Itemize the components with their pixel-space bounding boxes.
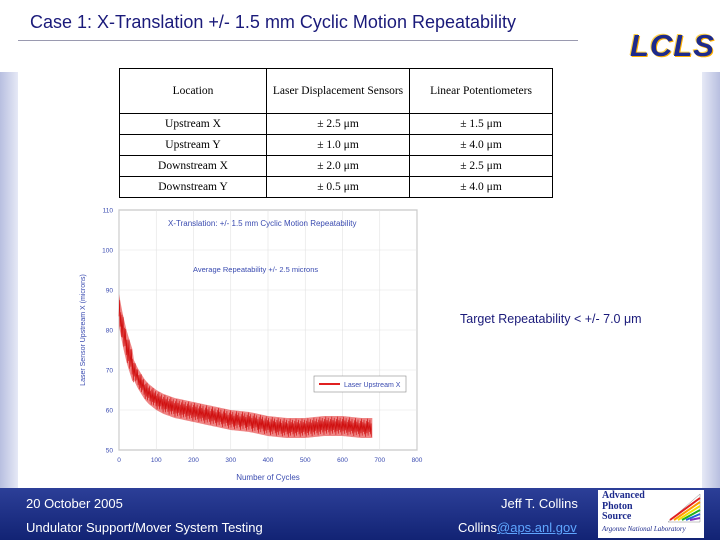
legend-box <box>313 375 407 393</box>
chart-title: X-Translation: +/- 1.5 mm Cyclic Motion … <box>168 219 356 228</box>
footer-author: Jeff T. Collins <box>501 496 578 511</box>
legend-entry: Laser Upstream X <box>344 382 401 389</box>
x-tick-label: 100 <box>151 457 162 464</box>
x-axis-ticks: 0 100 200 300 400 500 600 700 800 <box>117 457 423 464</box>
y-tick-label: 70 <box>106 368 114 375</box>
table-cell: Upstream Y <box>119 134 267 156</box>
table-cell: ± 2.5 μm <box>266 113 410 135</box>
footer-email[interactable]: Collins@aps.anl.gov <box>458 520 577 535</box>
footer-date: 20 October 2005 <box>26 496 123 511</box>
series-band-laser-upstream-x <box>119 294 373 438</box>
x-tick-label: 200 <box>188 457 199 464</box>
lcls-logo: LCLS <box>630 28 715 63</box>
aps-logo-text: Advanced Photon Source <box>602 490 645 523</box>
table-cell: Downstream X <box>119 155 267 177</box>
y-tick-label: 100 <box>102 248 113 255</box>
table-row: Upstream X ± 2.5 μm ± 1.5 μm <box>119 113 553 135</box>
chart-legend: Laser Upstream X <box>313 375 407 393</box>
table-header-cell: Location <box>119 68 267 114</box>
table-cell: ± 4.0 μm <box>409 176 553 198</box>
email-domain-link[interactable]: @aps.anl.gov <box>497 520 577 535</box>
aps-line: Photon <box>602 500 633 512</box>
right-decorative-strip <box>702 72 720 490</box>
series-line-laser-upstream-x <box>118 300 372 437</box>
rainbow-prism-icon <box>667 493 701 523</box>
table-cell: Upstream X <box>119 113 267 135</box>
chart-annotation: Average Repeatability +/- 2.5 microns <box>193 265 318 274</box>
x-tick-label: 0 <box>117 457 121 464</box>
y-tick-label: 110 <box>103 208 114 215</box>
y-tick-label: 90 <box>106 288 114 295</box>
table-row: Downstream X ± 2.0 μm ± 2.5 μm <box>119 155 553 177</box>
x-tick-label: 400 <box>263 457 274 464</box>
table-row: Upstream Y ± 1.0 μm ± 4.0 μm <box>119 134 553 156</box>
y-axis-label: Laser Sensor Upstream X (microns) <box>80 274 87 386</box>
table-cell: ± 2.5 μm <box>409 155 553 177</box>
x-axis-label: Number of Cycles <box>236 473 300 482</box>
table-row: Downstream Y ± 0.5 μm ± 4.0 μm <box>119 176 553 198</box>
repeatability-chart: 50 60 70 80 90 100 110 0 100 200 300 400 500 600 700 8… <box>80 208 423 483</box>
aps-logo-subtitle: Argonne National Laboratory <box>602 525 686 533</box>
aps-line: Advanced <box>602 490 645 501</box>
title-divider <box>18 40 578 41</box>
x-tick-label: 500 <box>300 457 311 464</box>
x-tick-label: 300 <box>225 457 236 464</box>
slide-title: Case 1: X-Translation +/- 1.5 mm Cyclic … <box>30 12 517 32</box>
table-header-cell: Linear Potentiometers <box>409 68 553 114</box>
table-cell: ± 1.5 μm <box>409 113 553 135</box>
table-cell: ± 4.0 μm <box>409 134 553 156</box>
y-tick-label: 60 <box>106 408 114 415</box>
aps-logo: Advanced Photon Source Argonne National … <box>598 490 704 538</box>
left-decorative-strip <box>0 72 18 490</box>
table-header-row: Location Laser Displacement Sensors Line… <box>119 68 553 114</box>
x-tick-label: 600 <box>337 457 348 464</box>
target-repeatability-note: Target Repeatability < +/- 7.0 μm <box>460 312 642 326</box>
table-cell: ± 2.0 μm <box>266 155 410 177</box>
y-tick-label: 50 <box>106 448 114 455</box>
x-tick-label: 800 <box>412 457 423 464</box>
footer-subtitle: Undulator Support/Mover System Testing <box>26 520 263 535</box>
y-axis-ticks: 50 60 70 80 90 100 110 <box>102 208 113 455</box>
email-user: Collins <box>458 520 498 535</box>
y-tick-label: 80 <box>106 328 114 335</box>
table-header-cell: Laser Displacement Sensors <box>266 68 410 114</box>
table-cell: ± 1.0 μm <box>266 134 410 156</box>
x-tick-label: 700 <box>374 457 385 464</box>
aps-line: Source <box>602 511 632 522</box>
table-cell: Downstream Y <box>119 176 267 198</box>
table-cell: ± 0.5 μm <box>266 176 410 198</box>
repeatability-table: Location Laser Displacement Sensors Line… <box>119 68 553 198</box>
